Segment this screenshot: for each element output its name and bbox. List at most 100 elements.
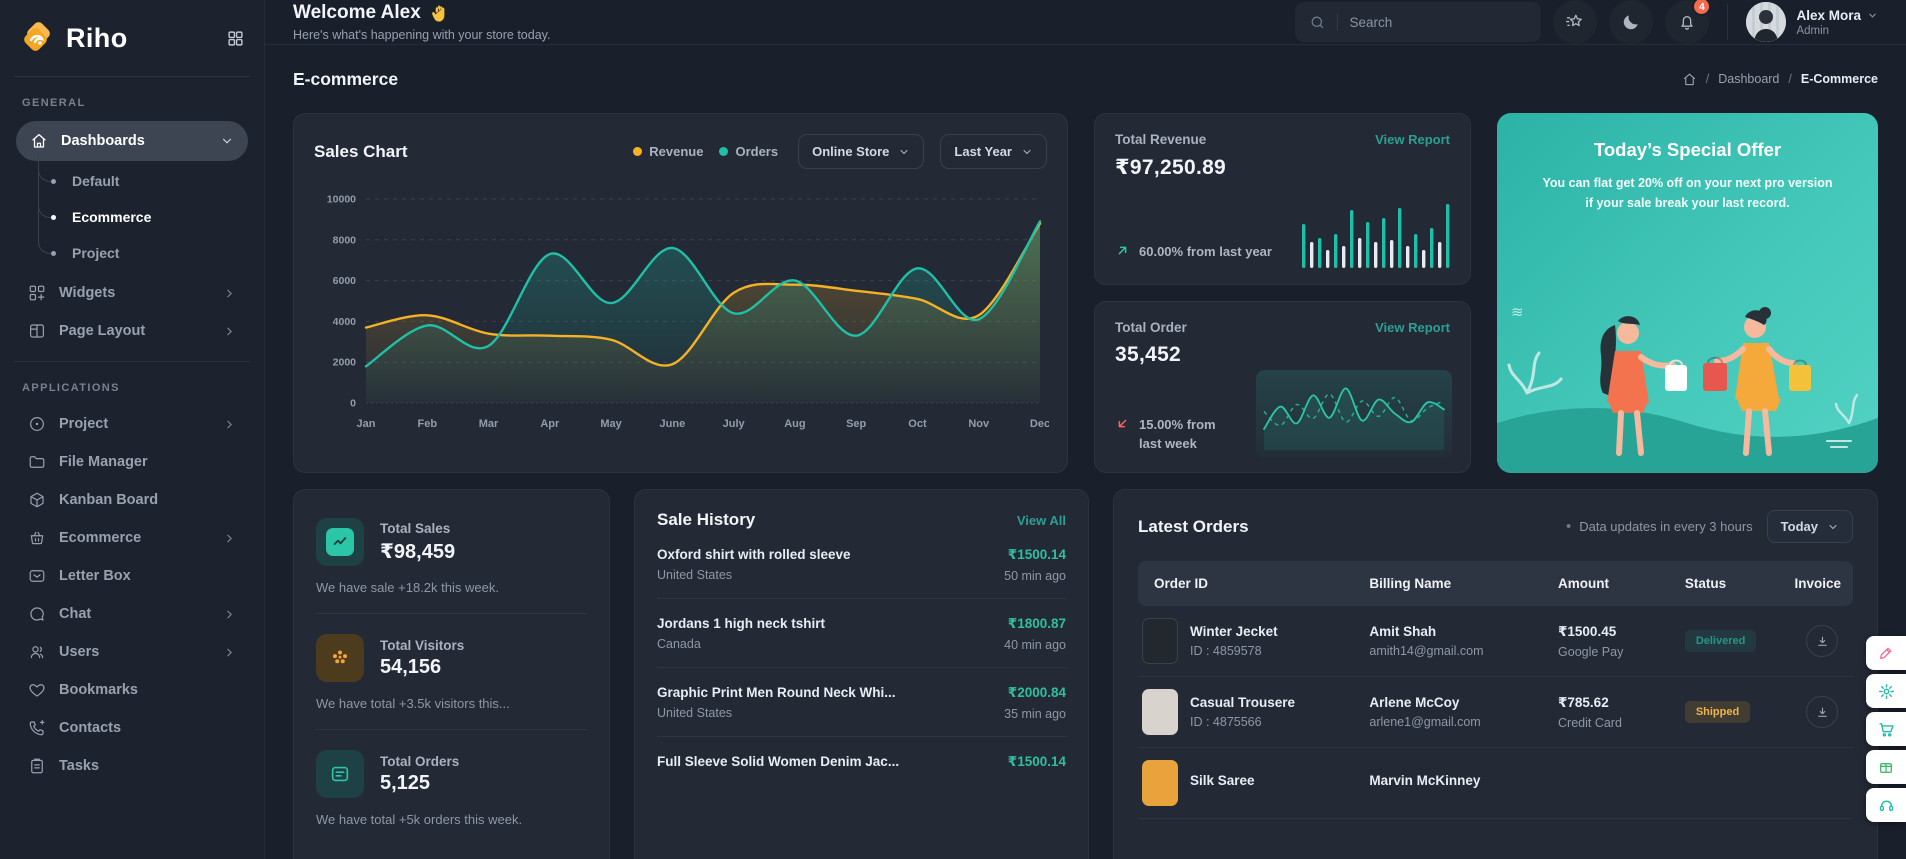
- topbar: Welcome Alex Here's what's happening wit…: [265, 0, 1906, 45]
- sidebar-item-bookmarks[interactable]: Bookmarks: [16, 672, 248, 708]
- order-delta: 15.00% from last week: [1139, 416, 1216, 454]
- orders-period-dropdown[interactable]: Today: [1767, 510, 1853, 543]
- welcome-title: Welcome Alex: [293, 2, 421, 24]
- total-revenue-card: Total Revenue View Report ₹97,250.89 60.…: [1094, 113, 1471, 285]
- sidebar-item-project[interactable]: Project: [38, 235, 248, 271]
- breadcrumb-current: E-Commerce: [1801, 72, 1878, 86]
- latest-orders-title: Latest Orders: [1138, 517, 1566, 537]
- revenue-sparkline-chart: [1300, 202, 1452, 268]
- download-invoice-button[interactable]: [1806, 625, 1838, 657]
- support-button[interactable]: [1866, 788, 1906, 822]
- home-icon: [30, 132, 48, 150]
- layout-icon: [28, 322, 46, 340]
- svg-text:8000: 8000: [333, 234, 357, 246]
- sale-history-title: Sale History: [657, 510, 755, 530]
- cart-button[interactable]: [1866, 712, 1906, 746]
- revenue-legend-dot-icon: [633, 147, 642, 156]
- notification-badge: 4: [1692, 0, 1711, 16]
- cart-icon: [1878, 721, 1895, 738]
- sidebar-item-letter-box[interactable]: Letter Box: [16, 558, 248, 594]
- user-menu[interactable]: Alex Mora Admin: [1746, 2, 1878, 42]
- visitors-dots-icon: [316, 634, 364, 682]
- dark-mode-button[interactable]: [1609, 0, 1653, 44]
- svg-text:2000: 2000: [333, 357, 357, 369]
- order-sparkline-chart: [1256, 370, 1452, 458]
- sidebar-item-tasks[interactable]: Tasks: [16, 748, 248, 784]
- theme-customizer-button[interactable]: [1866, 636, 1906, 670]
- section-label-applications: APPLICATIONS: [22, 382, 242, 394]
- period-filter-dropdown[interactable]: Last Year: [940, 134, 1047, 169]
- sidebar-item-app-project[interactable]: Project: [16, 406, 248, 442]
- sidebar-item-page-layout[interactable]: Page Layout: [16, 313, 248, 349]
- sales-area-chart: 1000080006000400020000JanFebMarAprMayJun…: [314, 183, 1049, 451]
- gear-icon: [1878, 683, 1895, 700]
- sidebar-item-dashboards[interactable]: Dashboards: [16, 121, 248, 161]
- store-filter-dropdown[interactable]: Online Store: [798, 134, 924, 169]
- sidebar-item-file-manager[interactable]: File Manager: [16, 444, 248, 480]
- package-icon: [1878, 759, 1894, 775]
- chevron-down-icon: [1021, 146, 1033, 158]
- brand-name: Riho: [66, 23, 217, 54]
- list-item[interactable]: Full Sleeve Solid Women Denim Jac... ₹15…: [657, 737, 1066, 791]
- app-root: Riho GENERAL Dashboards Default: [0, 0, 1906, 859]
- bullet-dot-icon: [51, 251, 56, 256]
- view-all-link[interactable]: View All: [1017, 513, 1066, 528]
- settings-button[interactable]: [1866, 674, 1906, 708]
- breadcrumb-dashboard[interactable]: Dashboard: [1718, 72, 1779, 86]
- cube-icon: [28, 491, 46, 509]
- starred-button[interactable]: [1553, 0, 1597, 44]
- total-order-value: 35,452: [1115, 343, 1450, 367]
- column-header: Billing Name: [1357, 561, 1546, 606]
- revenue-delta: 60.00% from last year: [1139, 243, 1272, 262]
- star-icon: [1565, 12, 1585, 32]
- special-offer-card: Today’s Special Offer You can flat get 2…: [1497, 113, 1878, 473]
- download-invoice-button[interactable]: [1806, 696, 1838, 728]
- svg-text:July: July: [723, 418, 746, 430]
- column-header: Order ID: [1138, 561, 1357, 606]
- chevron-down-icon: [220, 134, 234, 148]
- sidebar-item-chat[interactable]: Chat: [16, 596, 248, 632]
- svg-text:May: May: [600, 418, 622, 430]
- sidebar-item-default[interactable]: Default: [38, 163, 248, 199]
- table-row[interactable]: Winter JecketID : 4859578 Amit Shahamith…: [1138, 606, 1853, 677]
- offer-title: Today’s Special Offer: [1523, 139, 1852, 161]
- order-view-report-link[interactable]: View Report: [1375, 320, 1450, 335]
- brand-logo-icon: [20, 20, 56, 56]
- notifications-button[interactable]: 4: [1665, 0, 1709, 44]
- bell-icon: [1677, 12, 1697, 32]
- svg-text:Mar: Mar: [479, 418, 499, 430]
- bullet-dot-icon: •: [1566, 518, 1571, 535]
- target-icon: [28, 415, 46, 433]
- search-box[interactable]: [1295, 2, 1541, 42]
- moon-icon: [1621, 12, 1641, 32]
- user-role: Admin: [1796, 25, 1878, 37]
- basket-icon: [28, 529, 46, 547]
- status-badge: Delivered: [1685, 630, 1757, 652]
- chevron-right-icon: [223, 418, 236, 431]
- svg-text:Apr: Apr: [540, 418, 560, 430]
- sidebar-item-app-ecommerce[interactable]: Ecommerce: [16, 520, 248, 556]
- sidebar-collapse-grid-icon[interactable]: [227, 30, 244, 47]
- sidebar-item-widgets[interactable]: Widgets: [16, 275, 248, 311]
- package-button[interactable]: [1866, 750, 1906, 784]
- sidebar-item-ecommerce[interactable]: Ecommerce: [38, 199, 248, 235]
- sidebar-item-kanban-board[interactable]: Kanban Board: [16, 482, 248, 518]
- column-header: Status: [1673, 561, 1783, 606]
- list-item[interactable]: Graphic Print Men Round Neck Whi...Unite…: [657, 668, 1066, 737]
- search-input[interactable]: [1349, 15, 1489, 30]
- sidebar-item-users[interactable]: Users: [16, 634, 248, 670]
- revenue-view-report-link[interactable]: View Report: [1375, 132, 1450, 147]
- column-header: Amount: [1546, 561, 1673, 606]
- table-row[interactable]: Silk Saree Marvin McKinney: [1138, 748, 1853, 819]
- mail-icon: [28, 567, 46, 585]
- table-row[interactable]: Casual TrousereID : 4875566 Arlene McCoy…: [1138, 677, 1853, 748]
- product-thumbnail: [1142, 760, 1178, 806]
- sale-history-card: Sale History View All Oxford shirt with …: [634, 489, 1089, 859]
- chevron-down-icon: [898, 146, 910, 158]
- list-item[interactable]: Oxford shirt with rolled sleeveUnited St…: [657, 530, 1066, 599]
- download-icon: [1815, 634, 1830, 649]
- list-item[interactable]: Jordans 1 high neck tshirtCanada ₹1800.8…: [657, 599, 1066, 668]
- headset-icon: [1878, 797, 1895, 814]
- sidebar-item-contacts[interactable]: Contacts: [16, 710, 248, 746]
- total-revenue-label: Total Revenue: [1115, 132, 1206, 147]
